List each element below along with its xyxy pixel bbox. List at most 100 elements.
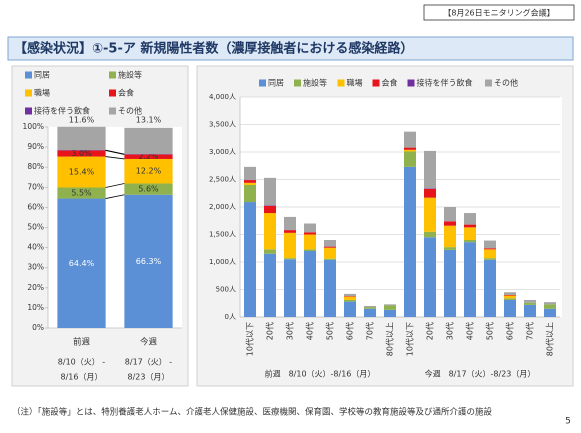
legend-label: 職場 xyxy=(347,78,363,88)
connector xyxy=(105,156,125,160)
bar-segment xyxy=(57,156,106,188)
value-label: 12.2% xyxy=(136,167,162,176)
x-tick-label: 60代 xyxy=(345,322,355,340)
footnote: （注）「施設等」とは、特別養護老人ホーム、介護老人保健施設、医療機関、保育園、学… xyxy=(12,407,493,418)
value-label: 11.6% xyxy=(69,116,95,125)
bar-segment xyxy=(424,231,436,238)
bar-segment xyxy=(364,308,376,317)
legend-swatch xyxy=(25,71,32,79)
x-tick-label: 20代 xyxy=(265,322,275,340)
x-tick-label: 60代 xyxy=(505,322,515,340)
bar-segment xyxy=(244,185,256,203)
y-tick-label: 1,500人 xyxy=(209,231,236,239)
x-tick-label: 70代 xyxy=(525,322,535,340)
legend-label: 施設等 xyxy=(303,78,327,88)
x-tick-label: 80代以上 xyxy=(545,322,555,356)
legend-swatch xyxy=(109,89,116,97)
bar-segment xyxy=(504,295,516,299)
y-tick-label: 60% xyxy=(27,202,44,211)
bar-segment xyxy=(264,205,276,214)
legend-label: 施設等 xyxy=(118,70,142,80)
bar-segment xyxy=(464,224,476,228)
bar-segment xyxy=(524,299,536,303)
legend-label: 職場 xyxy=(34,88,50,98)
bar-segment xyxy=(344,299,356,302)
bar-segment xyxy=(364,306,376,308)
bar-segment xyxy=(484,249,496,259)
y-tick-label: 0人 xyxy=(225,313,236,321)
bar-segment xyxy=(384,309,396,317)
bar-segment xyxy=(524,304,536,317)
x-tick-label: 30代 xyxy=(445,322,455,340)
y-tick-label: 4,000人 xyxy=(209,93,236,101)
x-sublabel: 8/23（月） xyxy=(128,373,170,382)
x-tick-label: 50代 xyxy=(485,322,495,340)
bar-segment xyxy=(244,182,256,185)
bar-segment xyxy=(404,131,416,148)
bar-segment xyxy=(444,247,456,250)
bar-segment xyxy=(404,166,416,317)
bar-segment xyxy=(124,127,173,155)
bar-segment xyxy=(444,221,456,226)
x-tick-label: 70代 xyxy=(365,322,375,340)
value-label: 3.0% xyxy=(71,149,92,158)
bar-segment xyxy=(444,225,456,248)
legend-swatch xyxy=(25,107,32,115)
bar-segment xyxy=(424,197,436,232)
x-tick-label: 50代 xyxy=(325,322,335,340)
legend-swatch xyxy=(337,79,345,87)
legend-swatch xyxy=(407,79,415,87)
bar-segment xyxy=(304,251,316,317)
y-tick-label: 100% xyxy=(23,122,44,131)
x-tick-label: 40代 xyxy=(465,322,475,340)
bar-segment xyxy=(444,207,456,222)
bar-segment xyxy=(244,166,256,181)
bar-segment xyxy=(344,296,356,297)
legend-label: その他 xyxy=(494,78,518,88)
bar-segment xyxy=(544,302,556,305)
value-label: 5.5% xyxy=(71,189,92,198)
legend-label: 接待を伴う飲食 xyxy=(417,78,473,88)
bar-segment xyxy=(464,227,476,240)
bar-segment xyxy=(284,232,296,259)
bar-segment xyxy=(424,188,436,198)
legend-swatch xyxy=(25,89,32,97)
x-tick-label: 10代以下 xyxy=(405,322,415,356)
bar-segment xyxy=(57,198,106,328)
x-tick-label: 今週 xyxy=(140,337,158,348)
bar-segment xyxy=(304,234,316,250)
connector xyxy=(105,194,125,199)
y-tick-label: 80% xyxy=(27,162,44,171)
bar-segment xyxy=(244,202,256,317)
y-tick-label: 500人 xyxy=(216,286,236,294)
value-label: 2.2% xyxy=(138,152,159,161)
x-sublabel: 8/16（月） xyxy=(61,373,103,382)
page-number: 5 xyxy=(565,417,571,427)
legend-label: 同居 xyxy=(34,71,50,80)
bar-segment xyxy=(57,126,106,151)
value-label: 13.1% xyxy=(136,116,162,125)
x-tick-label: 前週 xyxy=(73,337,91,348)
bar-segment xyxy=(424,237,436,317)
bar-segment xyxy=(444,249,456,317)
x-tick-label: 40代 xyxy=(305,322,315,340)
connector xyxy=(105,183,125,188)
bar-segment xyxy=(304,249,316,251)
legend-label: 接待を伴う飲食 xyxy=(34,106,90,116)
bar-segment xyxy=(404,147,416,150)
y-tick-label: 2,500人 xyxy=(209,176,236,184)
bar-segment xyxy=(264,253,276,317)
bar-segment xyxy=(244,180,256,183)
value-label: 15.4% xyxy=(69,168,95,177)
bar-segment xyxy=(124,154,173,159)
legend-swatch xyxy=(259,79,266,87)
y-tick-label: 20% xyxy=(27,283,44,292)
bar-segment xyxy=(284,259,296,317)
bar-segment xyxy=(57,150,106,157)
bar-segment xyxy=(524,302,536,305)
y-tick-label: 70% xyxy=(27,182,44,191)
y-tick-label: 0% xyxy=(32,323,44,332)
legend-label: 同居 xyxy=(268,79,284,88)
slide-title: 【感染状況】①-5-ア 新規陽性者数（濃厚接触者における感染経路） xyxy=(14,41,413,57)
